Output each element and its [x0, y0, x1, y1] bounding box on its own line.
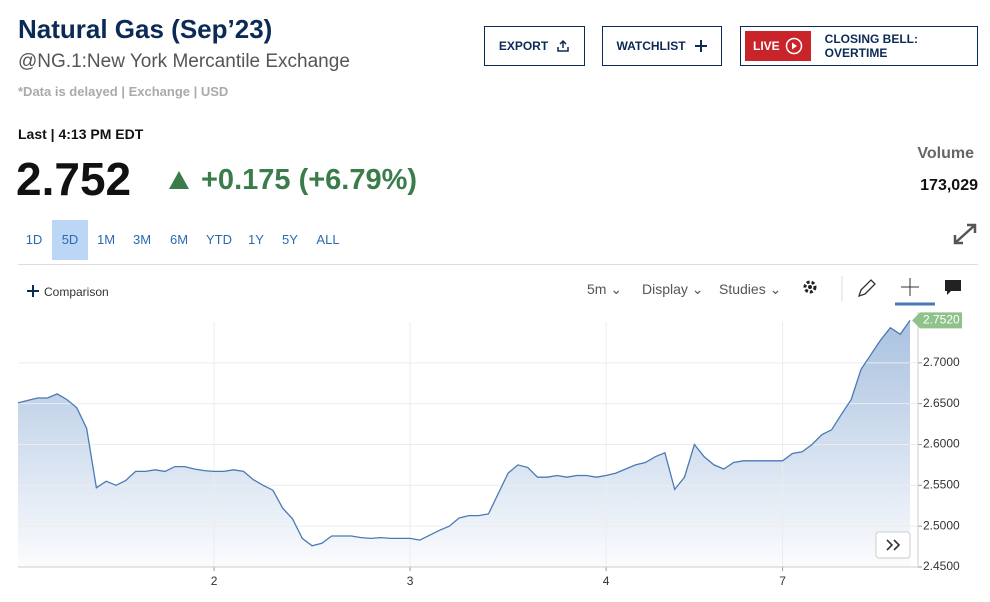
price-flag — [912, 312, 962, 329]
symbol: @NG.1:New York Mercantile Exchange — [18, 51, 350, 72]
display-label: Display — [642, 281, 688, 297]
live-button[interactable]: LIVE CLOSING BELL: OVERTIME — [740, 26, 978, 66]
range-button[interactable]: ALL — [316, 232, 340, 247]
export-button[interactable]: EXPORT — [484, 26, 585, 66]
y-tick-label: 2.7000 — [923, 355, 960, 369]
interval-label: 5m — [587, 281, 607, 297]
y-tick-label: 2.6000 — [923, 437, 960, 451]
interval[interactable]: 5m ⌄ — [587, 281, 623, 297]
range-button[interactable]: 5D — [52, 220, 88, 260]
play-icon — [785, 37, 802, 55]
tool-icons — [803, 276, 961, 306]
area — [18, 320, 910, 567]
display[interactable]: Display ⌄ — [642, 281, 704, 297]
comparison[interactable]: Comparison — [44, 285, 109, 299]
disclaimer: *Data is delayed | Exchange | USD — [18, 84, 229, 99]
last-label: Last | 4:13 PM EDT — [18, 126, 144, 142]
range-button[interactable]: 5Y — [282, 232, 298, 247]
watchlist-label: WATCHLIST — [616, 39, 686, 53]
price: 2.752 — [16, 153, 132, 205]
up-arrow — [169, 171, 189, 189]
range-button[interactable]: 3M — [132, 232, 152, 247]
live-badge: LIVE — [745, 31, 811, 61]
scroll-icon — [886, 539, 901, 551]
range-button[interactable]: 1M — [96, 232, 116, 247]
export-icon — [557, 39, 569, 52]
price-flag-label: 2.7520 — [923, 313, 960, 327]
x-tick-label: 4 — [603, 574, 610, 588]
divider — [18, 264, 978, 265]
range-button[interactable]: 1D — [25, 232, 43, 247]
y-tick-label: 2.5000 — [923, 518, 960, 532]
x-tick-label: 7 — [779, 574, 786, 588]
x-tick-label: 2 — [211, 574, 218, 588]
studies-label: Studies — [719, 281, 766, 297]
expand-icon[interactable] — [952, 222, 978, 246]
title: Natural Gas (Sep’23) — [18, 14, 273, 44]
volume-label: Volume — [917, 145, 974, 162]
watchlist-button[interactable]: WATCHLIST — [602, 26, 722, 66]
plus-icon — [694, 40, 707, 52]
range-button[interactable]: 1Y — [248, 232, 264, 247]
y-tick-label: 2.5500 — [923, 478, 960, 492]
volume: 173,029 — [920, 177, 978, 194]
live-show: CLOSING BELL: OVERTIME — [824, 32, 918, 60]
y-tick-label: 2.6500 — [923, 396, 960, 410]
change: +0.175 (+6.79%) — [201, 164, 418, 196]
range-button[interactable]: YTD — [206, 232, 232, 247]
plus-icon — [27, 285, 39, 297]
live-label: LIVE — [753, 39, 780, 53]
chart: 2.4500 2.5000 2.5500 2.6000 2.6500 2.7000 2 3 4 7… — [17, 312, 962, 588]
studies[interactable]: Studies ⌄ — [719, 281, 782, 297]
x-tick-label: 3 — [407, 574, 414, 588]
y-tick-label: 2.4500 — [923, 559, 960, 573]
range-button[interactable]: 6M — [169, 232, 189, 247]
price-line — [17, 320, 911, 547]
export-label: EXPORT — [498, 39, 549, 53]
